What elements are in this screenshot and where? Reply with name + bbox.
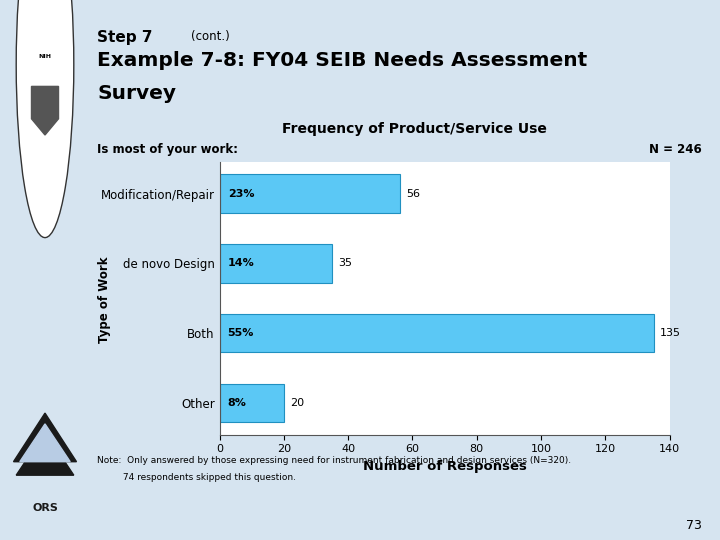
Text: NIH: NIH (38, 54, 52, 59)
Text: Survey: Survey (97, 84, 176, 103)
Text: Is most of your work:: Is most of your work: (97, 143, 238, 156)
Text: Type of Work: Type of Work (98, 256, 111, 343)
Bar (220, 244, 332, 282)
Bar (220, 384, 284, 422)
Text: Example 7-8: FY04 SEIB Needs Assessment: Example 7-8: FY04 SEIB Needs Assessment (97, 51, 588, 70)
Text: 23%: 23% (228, 188, 254, 199)
Text: Note:  Only answered by those expressing need for instrument fabrication and des: Note: Only answered by those expressing … (97, 456, 572, 465)
Text: 55%: 55% (228, 328, 254, 338)
Text: N = 246: N = 246 (649, 143, 702, 156)
Bar (220, 174, 400, 213)
Polygon shape (32, 86, 58, 135)
Text: (cont.): (cont.) (191, 30, 230, 43)
Text: 14%: 14% (228, 259, 254, 268)
Text: Step 7: Step 7 (97, 30, 158, 45)
Polygon shape (14, 413, 76, 462)
Text: 20: 20 (290, 398, 305, 408)
X-axis label: Number of Responses: Number of Responses (363, 460, 526, 473)
Bar (220, 314, 654, 353)
Polygon shape (16, 432, 73, 475)
Text: ORS: ORS (32, 503, 58, 512)
Circle shape (16, 0, 73, 238)
Text: 74 respondents skipped this question.: 74 respondents skipped this question. (97, 472, 296, 482)
Text: 56: 56 (406, 188, 420, 199)
Polygon shape (20, 424, 71, 462)
Text: 135: 135 (660, 328, 681, 338)
Text: Frequency of Product/Service Use: Frequency of Product/Service Use (282, 122, 546, 136)
Text: 8%: 8% (228, 398, 246, 408)
Text: 73: 73 (686, 519, 702, 532)
Text: 35: 35 (338, 259, 353, 268)
